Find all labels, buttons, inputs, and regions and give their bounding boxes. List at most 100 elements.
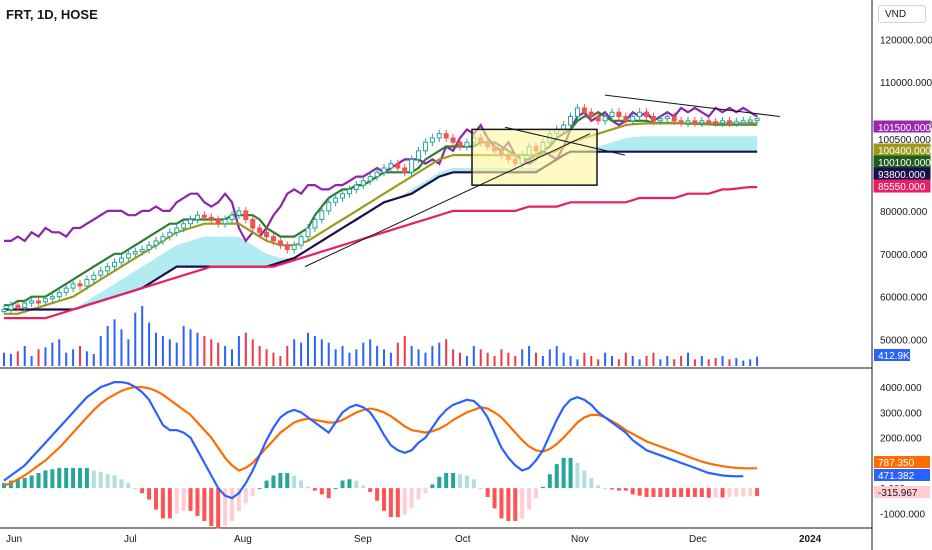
- volume-bar: [424, 352, 427, 366]
- candle-body: [685, 120, 691, 124]
- volume-bar: [687, 352, 689, 366]
- macd-histogram-bar: [133, 488, 138, 490]
- candle-body: [637, 111, 643, 118]
- macd-histogram-bar: [319, 488, 324, 495]
- macd-histogram-bar: [312, 488, 317, 491]
- volume-bar: [51, 342, 54, 366]
- macd-histogram-bar: [57, 467, 62, 489]
- macd-tag: [874, 486, 930, 498]
- candle-body: [409, 158, 415, 173]
- volume-bar: [155, 332, 157, 366]
- volume-bar: [486, 352, 489, 366]
- volume-bar: [680, 356, 683, 366]
- volume-bar: [355, 349, 358, 366]
- candle-body: [671, 116, 677, 122]
- volume-bar: [79, 346, 81, 366]
- macd-histogram-bar: [603, 488, 608, 490]
- candle-body: [63, 287, 69, 293]
- macd-histogram-bar: [119, 479, 124, 489]
- candle-body: [443, 133, 449, 139]
- macd-histogram-bar: [665, 488, 670, 497]
- time-axis-tick: Oct: [455, 534, 471, 545]
- candle-body: [215, 218, 221, 225]
- volume-bar: [127, 339, 130, 366]
- candle-body: [312, 218, 318, 229]
- volume-bar: [113, 319, 116, 366]
- ichimoku-line-kijun: [4, 122, 758, 315]
- macd-histogram-bar: [561, 457, 566, 489]
- candle-body: [464, 141, 470, 148]
- time-axis-tick: Jun: [6, 534, 22, 545]
- macd-histogram-bar: [444, 472, 449, 489]
- price-axis-tick: 80000.000: [880, 207, 928, 218]
- price-axis-tick: 50000.000: [880, 336, 928, 347]
- time-axis-tick: Sep: [354, 534, 372, 545]
- volume-bar: [452, 349, 455, 366]
- macd-histogram-bar: [8, 480, 13, 489]
- macd-histogram-bar: [223, 488, 228, 526]
- candle-body: [388, 163, 394, 169]
- candle-body: [422, 141, 428, 152]
- candle-body: [125, 253, 131, 259]
- price-tag-label: 101500.000: [878, 123, 931, 134]
- candle-body: [29, 300, 35, 304]
- candle-body: [284, 244, 290, 250]
- candle-body: [595, 116, 601, 122]
- macd-histogram-bar: [672, 488, 677, 497]
- candle-body: [706, 120, 712, 124]
- candle-body: [264, 231, 270, 238]
- volume-bar: [210, 339, 213, 366]
- macd-histogram-bar: [527, 488, 532, 510]
- macd-histogram-bar: [485, 488, 490, 497]
- volume-bar: [631, 356, 634, 366]
- volume-bar: [9, 354, 12, 366]
- volume-bar: [721, 356, 724, 366]
- volume-bar: [120, 329, 123, 366]
- macd-axis-tick: 4000.000: [880, 383, 922, 394]
- macd-histogram-bar: [257, 488, 262, 490]
- volume-bar: [714, 358, 717, 366]
- volume-bar: [742, 360, 745, 366]
- macd-histogram-bar: [195, 488, 200, 516]
- macd-histogram-bar: [451, 472, 456, 489]
- volume-bar: [403, 336, 406, 366]
- macd-histogram-bar: [98, 471, 103, 489]
- volume-bar: [148, 322, 151, 366]
- macd-histogram-bar: [686, 488, 690, 497]
- volume-bar: [383, 349, 385, 366]
- candle-body: [367, 176, 373, 182]
- candle-body: [105, 266, 111, 272]
- candle-body: [450, 137, 456, 143]
- candle-body: [15, 304, 21, 308]
- candle-body: [568, 116, 574, 126]
- macd-histogram-bar: [651, 488, 656, 497]
- volume-bar: [376, 346, 379, 366]
- volume-bar: [431, 346, 434, 366]
- volume-bar: [175, 342, 178, 366]
- candle-body: [139, 248, 145, 253]
- macd-histogram-bar: [15, 479, 20, 489]
- macd-histogram-bar: [285, 472, 290, 489]
- volume-bar: [645, 356, 648, 366]
- volume-bar: [707, 359, 710, 366]
- volume-bar: [590, 356, 593, 366]
- volume-bar: [521, 349, 524, 366]
- currency-selector[interactable]: VND: [878, 5, 926, 23]
- candle-body: [222, 218, 228, 225]
- volume-bar: [362, 342, 365, 366]
- candle-body: [1, 309, 7, 313]
- macd-histogram-bar: [534, 488, 538, 499]
- volume-bar: [396, 342, 399, 366]
- candle-body: [574, 107, 580, 118]
- volume-bar: [673, 359, 676, 366]
- macd-histogram-bar: [575, 462, 580, 489]
- candle-body: [160, 236, 166, 242]
- macd-histogram-bar: [167, 488, 172, 519]
- macd-histogram-bar: [140, 488, 145, 494]
- macd-histogram-bar: [64, 467, 69, 489]
- volume-bar: [576, 359, 579, 366]
- volume-bar: [756, 356, 759, 366]
- macd-histogram-bar: [554, 464, 559, 489]
- macd-axis-tick: 2000.000: [880, 434, 922, 445]
- macd-histogram-bar: [375, 488, 380, 501]
